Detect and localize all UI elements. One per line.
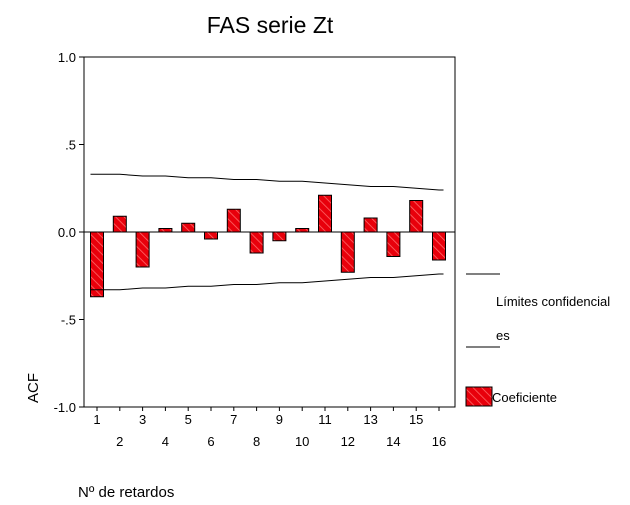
bar xyxy=(158,228,173,233)
x-tick-label: 11 xyxy=(318,412,332,427)
bar xyxy=(363,217,378,233)
y-tick-label: 1.0 xyxy=(58,50,76,65)
bar xyxy=(181,222,196,233)
bar xyxy=(318,194,332,233)
bar xyxy=(135,231,150,268)
bar xyxy=(204,231,218,240)
y-tick-label: 0.0 xyxy=(58,225,76,240)
lower-limit-line xyxy=(90,273,444,291)
bar xyxy=(409,200,424,233)
x-tick-label: 12 xyxy=(341,434,355,449)
x-tick-label: 6 xyxy=(207,434,214,449)
y-axis-title: ACF xyxy=(25,373,42,403)
x-tick-label: 1 xyxy=(93,412,100,427)
bar xyxy=(272,231,287,242)
x-tick-label: 8 xyxy=(253,434,260,449)
bar xyxy=(249,231,264,254)
x-tick-label: 9 xyxy=(276,412,283,427)
legend-limits-label-1: Límites confidencial xyxy=(496,294,610,309)
y-axis: 1.0 .5 0.0 -.5 -1.0 xyxy=(54,50,84,415)
upper-limit-line xyxy=(90,173,444,191)
bar xyxy=(112,215,127,233)
y-tick-label: -.5 xyxy=(61,313,76,328)
y-tick-label: -1.0 xyxy=(54,400,76,415)
chart-title: FAS serie Zt xyxy=(207,12,334,38)
x-tick-label: 2 xyxy=(116,434,123,449)
x-tick-label: 14 xyxy=(386,434,400,449)
bar xyxy=(226,208,241,233)
bar xyxy=(90,231,104,298)
legend-limits-label-2: es xyxy=(496,328,510,343)
bar xyxy=(432,231,446,261)
bar xyxy=(295,228,310,233)
bar-series xyxy=(90,194,446,298)
x-tick-label: 5 xyxy=(185,412,192,427)
x-tick-label: 13 xyxy=(363,412,377,427)
x-axis-title: Nº de retardos xyxy=(78,484,174,501)
confidence-limits xyxy=(90,173,444,291)
x-tick-label: 3 xyxy=(139,412,146,427)
legend: Límites confidencial es Coeficiente xyxy=(465,273,610,407)
x-tick-label: 7 xyxy=(230,412,237,427)
x-tick-label: 16 xyxy=(432,434,446,449)
x-tick-label: 15 xyxy=(409,412,423,427)
y-tick-label: .5 xyxy=(65,138,76,153)
x-tick-label: 10 xyxy=(295,434,309,449)
bar xyxy=(386,231,401,257)
x-tick-label: 4 xyxy=(162,434,169,449)
legend-bar-swatch-icon xyxy=(465,386,493,407)
bar xyxy=(340,231,355,273)
legend-coeficiente-label: Coeficiente xyxy=(492,390,557,405)
